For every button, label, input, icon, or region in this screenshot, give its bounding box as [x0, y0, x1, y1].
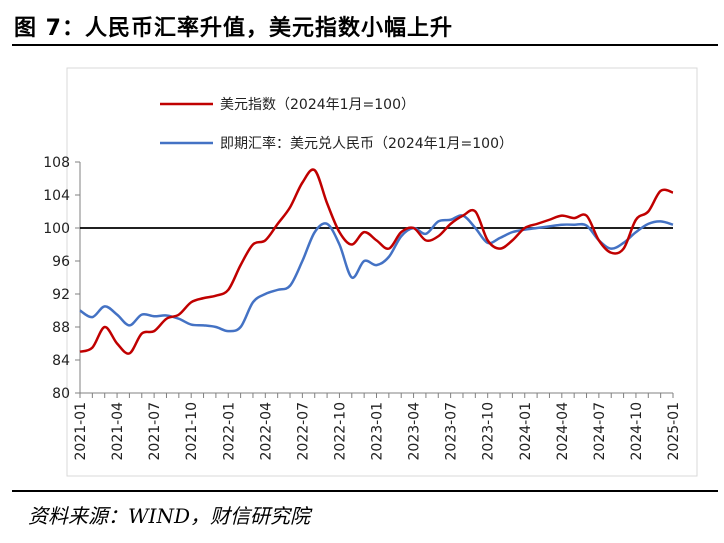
legend-label: 即期汇率：美元兑人民币（2024年1月=100） [220, 135, 513, 152]
y-tick-label: 88 [52, 320, 70, 336]
x-tick-label: 2024-04 [555, 402, 571, 461]
x-tick-label: 2023-04 [407, 402, 423, 461]
y-tick-label: 100 [43, 221, 70, 237]
y-tick-label: 92 [52, 287, 70, 303]
x-tick-label: 2025-01 [666, 402, 682, 461]
chart-series [79, 168, 674, 355]
x-tick-label: 2024-01 [518, 402, 534, 461]
x-tick-label: 2023-01 [370, 402, 386, 461]
figure-title: 图 7：人民币汇率升值，美元指数小幅上升 [14, 16, 453, 41]
x-tick-label: 2024-10 [629, 402, 645, 461]
x-tick-label: 2023-07 [444, 402, 460, 461]
y-tick-label: 84 [52, 353, 70, 369]
title-rule [12, 44, 718, 46]
x-tick-label: 2023-10 [481, 402, 497, 461]
x-tick-label: 2022-10 [332, 402, 348, 461]
legend-label: 美元指数（2024年1月=100） [220, 97, 415, 113]
chart-legend: 美元指数（2024年1月=100） 即期汇率：美元兑人民币（2024年1月=100… [160, 97, 513, 152]
x-tick-label: 2021-04 [110, 402, 126, 461]
series-line-usdcny [79, 214, 674, 333]
chart-frame [66, 67, 698, 477]
y-tick-label: 80 [52, 386, 70, 402]
x-tick-label: 2024-07 [592, 402, 608, 461]
chart-axes: 80 84 88 92 96 100 104 108 2021-01 2021-04 2021-07… [43, 155, 682, 461]
x-tick-label: 2021-07 [147, 402, 163, 461]
x-tick-label: 2021-10 [184, 402, 200, 461]
source-note: 资料来源：WIND，财信研究院 [28, 504, 310, 528]
y-tick-label: 104 [43, 188, 70, 204]
source-rule [12, 490, 718, 492]
y-tick-label: 96 [52, 254, 70, 270]
x-tick-label: 2022-07 [295, 402, 311, 461]
x-tick-label: 2022-01 [221, 402, 237, 461]
series-line-dollar-index [79, 168, 674, 355]
x-tick-label: 2021-01 [73, 402, 89, 461]
x-tick-label: 2022-04 [258, 402, 274, 461]
y-tick-label: 108 [43, 155, 70, 171]
